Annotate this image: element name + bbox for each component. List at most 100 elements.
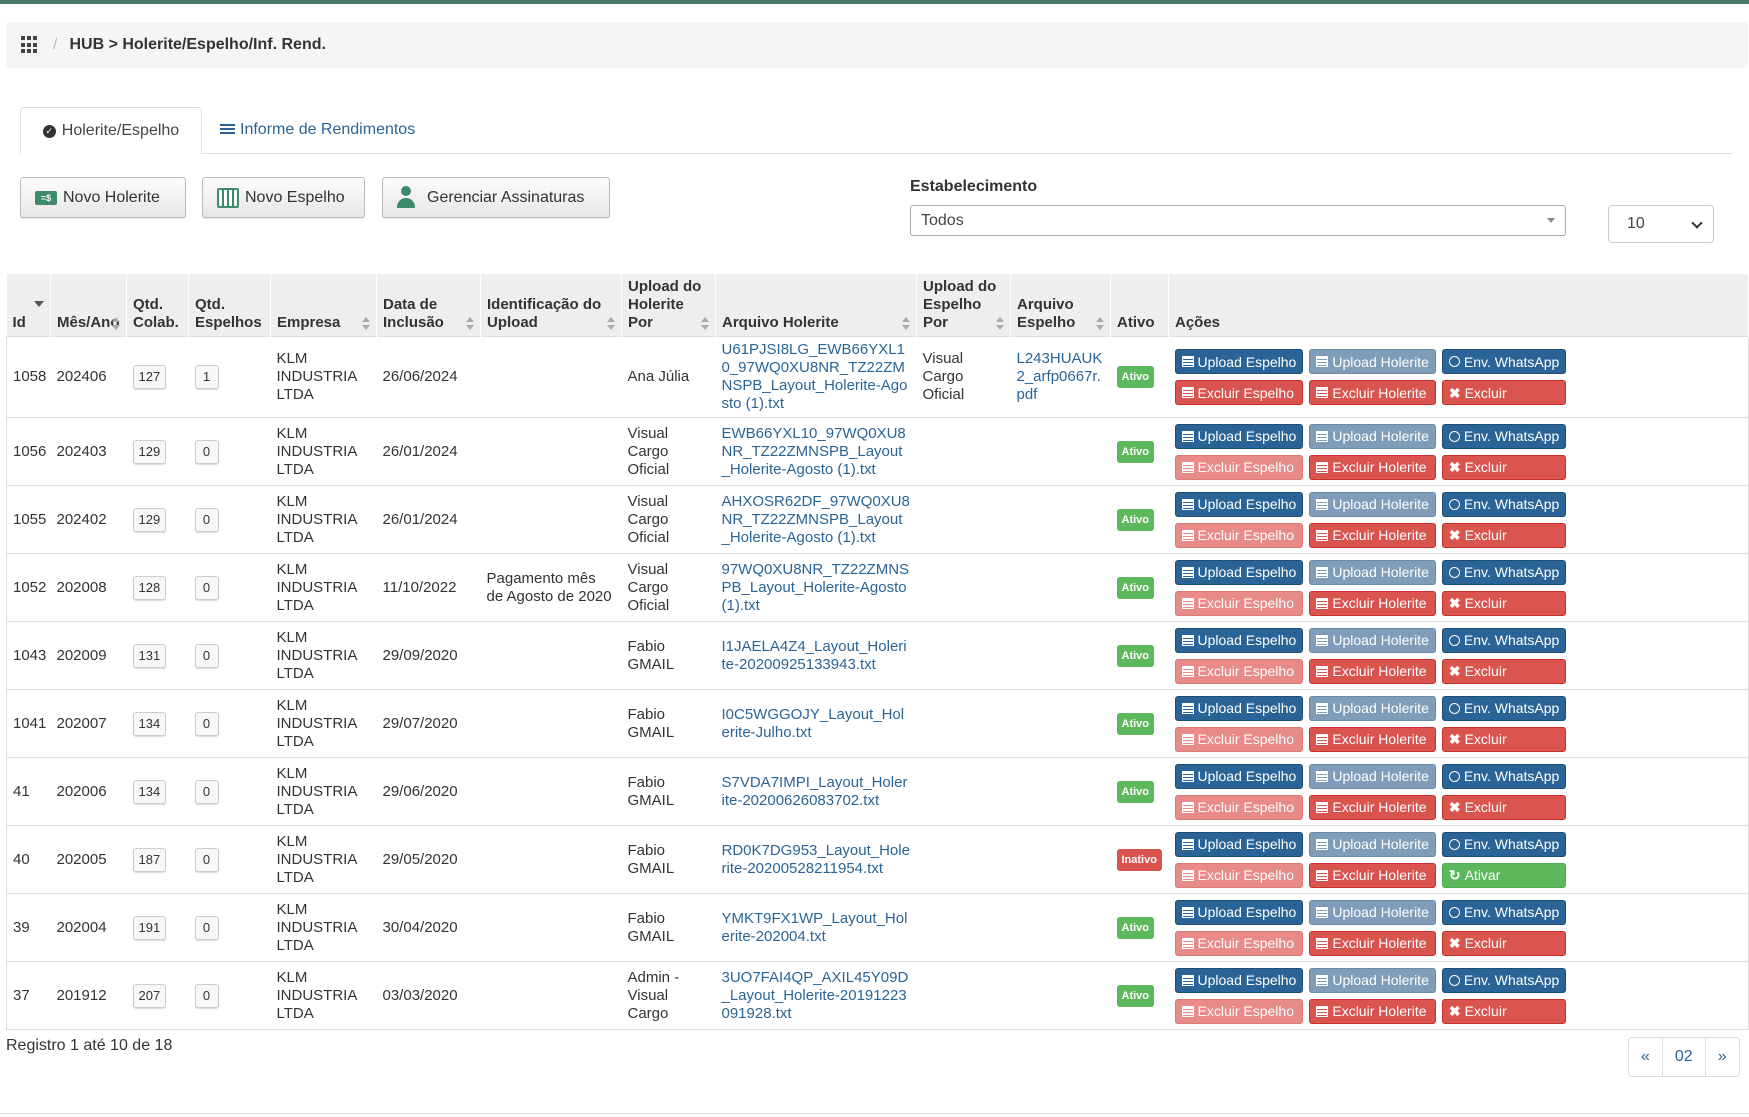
upload-espelho-button[interactable]: Upload Espelho — [1174, 695, 1304, 721]
novo-holerite-button[interactable]: =$ Novo Holerite — [20, 177, 186, 218]
env-whatsapp-button[interactable]: Env. WhatsApp — [1441, 695, 1567, 721]
excluir-espelho-button[interactable]: Excluir Espelho — [1174, 590, 1304, 616]
excluir-espelho-button[interactable]: Excluir Espelho — [1174, 454, 1304, 480]
excluir-button[interactable]: ✖ Excluir — [1441, 590, 1567, 616]
arquivo-holerite-link[interactable]: I1JAELA4Z4_Layout_Holerite-2020092513394… — [721, 637, 907, 673]
qtd-colab-badge[interactable]: 128 — [132, 575, 167, 600]
excluir-holerite-button[interactable]: Excluir Holerite — [1309, 862, 1436, 888]
upload-espelho-button[interactable]: Upload Espelho — [1174, 349, 1304, 374]
env-whatsapp-button[interactable]: Env. WhatsApp — [1441, 627, 1567, 653]
upload-holerite-button[interactable]: Upload Holerite — [1309, 967, 1436, 993]
tab-holerite-espelho[interactable]: ✓ Holerite/Espelho — [20, 107, 202, 155]
novo-espelho-button[interactable]: Novo Espelho — [202, 177, 365, 218]
upload-espelho-button[interactable]: Upload Espelho — [1174, 967, 1304, 993]
arquivo-espelho-link[interactable]: L243HUAUK2_arfp0667r.pdf — [1016, 350, 1103, 403]
qtd-colab-badge[interactable]: 187 — [132, 847, 167, 872]
excluir-espelho-button[interactable]: Excluir Espelho — [1174, 998, 1304, 1024]
upload-holerite-button[interactable]: Upload Holerite — [1309, 831, 1436, 857]
col-data-inclusao[interactable]: Data de Inclusão — [376, 274, 481, 337]
qtd-colab-badge[interactable]: 127 — [132, 365, 167, 389]
col-identificacao[interactable]: Identificação do Upload — [480, 274, 622, 337]
col-qtd-colab[interactable]: Qtd. Colab. — [126, 274, 189, 337]
qtd-espelhos-badge[interactable]: 0 — [194, 983, 219, 1008]
excluir-button[interactable]: ✖ Excluir — [1441, 726, 1567, 752]
col-id[interactable]: Id — [6, 274, 51, 337]
arquivo-holerite-link[interactable]: AHXOSR62DF_97WQ0XU8NR_TZ22ZMNSPB_Layout_… — [721, 492, 910, 546]
qtd-colab-badge[interactable]: 134 — [132, 779, 167, 804]
excluir-button[interactable]: ✖ Excluir — [1441, 658, 1567, 684]
arquivo-holerite-link[interactable]: S7VDA7IMPI_Layout_Holerite-2020062608370… — [721, 773, 908, 809]
qtd-colab-badge[interactable]: 131 — [132, 643, 167, 668]
excluir-holerite-button[interactable]: Excluir Holerite — [1309, 930, 1436, 956]
env-whatsapp-button[interactable]: Env. WhatsApp — [1441, 831, 1567, 857]
upload-holerite-button[interactable]: Upload Holerite — [1309, 491, 1436, 517]
excluir-holerite-button[interactable]: Excluir Holerite — [1309, 380, 1436, 405]
col-ativo[interactable]: Ativo — [1110, 274, 1169, 337]
arquivo-holerite-link[interactable]: U61PJSI8LG_EWB66YXL10_97WQ0XU8NR_TZ22ZMN… — [721, 341, 908, 412]
col-qtd-espelhos[interactable]: Qtd. Espelhos — [188, 274, 271, 337]
env-whatsapp-button[interactable]: Env. WhatsApp — [1441, 559, 1567, 585]
excluir-holerite-button[interactable]: Excluir Holerite — [1309, 522, 1436, 548]
env-whatsapp-button[interactable]: Env. WhatsApp — [1441, 763, 1567, 789]
qtd-colab-badge[interactable]: 191 — [132, 915, 167, 940]
estabelecimento-select[interactable]: Todos — [910, 205, 1566, 236]
excluir-holerite-button[interactable]: Excluir Holerite — [1309, 658, 1436, 684]
qtd-espelhos-badge[interactable]: 0 — [194, 507, 219, 532]
excluir-button[interactable]: ✖ Excluir — [1441, 794, 1567, 820]
pagination-next[interactable]: » — [1704, 1038, 1739, 1076]
ativar-button[interactable]: ↻ Ativar — [1441, 862, 1567, 888]
excluir-holerite-button[interactable]: Excluir Holerite — [1309, 454, 1436, 480]
col-arquivo-espelho[interactable]: Arquivo Espelho — [1010, 274, 1111, 337]
qtd-colab-badge[interactable]: 207 — [132, 983, 167, 1008]
excluir-holerite-button[interactable]: Excluir Holerite — [1309, 998, 1436, 1024]
excluir-espelho-button[interactable]: Excluir Espelho — [1174, 726, 1304, 752]
col-empresa[interactable]: Empresa — [270, 274, 377, 337]
page-size-select[interactable]: 10 — [1608, 205, 1714, 243]
upload-holerite-button[interactable]: Upload Holerite — [1309, 627, 1436, 653]
upload-espelho-button[interactable]: Upload Espelho — [1174, 831, 1304, 857]
upload-holerite-button[interactable]: Upload Holerite — [1309, 763, 1436, 789]
col-upload-holerite-por[interactable]: Upload do Holerite Por — [621, 274, 716, 337]
qtd-espelhos-badge[interactable]: 1 — [194, 365, 219, 389]
pagination-page[interactable]: 02 — [1661, 1038, 1705, 1076]
env-whatsapp-button[interactable]: Env. WhatsApp — [1441, 423, 1567, 449]
arquivo-holerite-link[interactable]: YMKT9FX1WP_Layout_Holerite-202004.txt — [721, 909, 908, 945]
env-whatsapp-button[interactable]: Env. WhatsApp — [1441, 349, 1567, 374]
env-whatsapp-button[interactable]: Env. WhatsApp — [1441, 967, 1567, 993]
upload-espelho-button[interactable]: Upload Espelho — [1174, 763, 1304, 789]
excluir-espelho-button[interactable]: Excluir Espelho — [1174, 380, 1304, 405]
qtd-espelhos-badge[interactable]: 0 — [194, 575, 219, 600]
arquivo-holerite-link[interactable]: 97WQ0XU8NR_TZ22ZMNSPB_Layout_Holerite-Ag… — [721, 560, 910, 614]
qtd-espelhos-badge[interactable]: 0 — [194, 915, 219, 940]
arquivo-holerite-link[interactable]: I0C5WGGOJY_Layout_Holerite-Julho.txt — [721, 705, 905, 741]
excluir-holerite-button[interactable]: Excluir Holerite — [1309, 726, 1436, 752]
excluir-button[interactable]: ✖ Excluir — [1441, 380, 1567, 405]
upload-holerite-button[interactable]: Upload Holerite — [1309, 423, 1436, 449]
upload-espelho-button[interactable]: Upload Espelho — [1174, 559, 1304, 585]
env-whatsapp-button[interactable]: Env. WhatsApp — [1441, 899, 1567, 925]
upload-espelho-button[interactable]: Upload Espelho — [1174, 627, 1304, 653]
qtd-espelhos-badge[interactable]: 0 — [194, 643, 219, 668]
env-whatsapp-button[interactable]: Env. WhatsApp — [1441, 491, 1567, 517]
qtd-colab-badge[interactable]: 129 — [132, 439, 167, 464]
excluir-espelho-button[interactable]: Excluir Espelho — [1174, 522, 1304, 548]
qtd-colab-badge[interactable]: 129 — [132, 507, 167, 532]
col-upload-espelho-por[interactable]: Upload do Espelho Por — [916, 274, 1011, 337]
upload-holerite-button[interactable]: Upload Holerite — [1309, 559, 1436, 585]
upload-holerite-button[interactable]: Upload Holerite — [1309, 695, 1436, 721]
tab-informe-rendimentos[interactable]: Informe de Rendimentos — [220, 107, 415, 153]
qtd-espelhos-badge[interactable]: 0 — [194, 711, 219, 736]
col-arquivo-holerite[interactable]: Arquivo Holerite — [715, 274, 917, 337]
excluir-espelho-button[interactable]: Excluir Espelho — [1174, 794, 1304, 820]
col-mes-ano[interactable]: Mês/Ano — [50, 274, 127, 337]
excluir-button[interactable]: ✖ Excluir — [1441, 454, 1567, 480]
qtd-espelhos-badge[interactable]: 0 — [194, 439, 219, 464]
upload-espelho-button[interactable]: Upload Espelho — [1174, 899, 1304, 925]
qtd-espelhos-badge[interactable]: 0 — [194, 779, 219, 804]
upload-holerite-button[interactable]: Upload Holerite — [1309, 349, 1436, 374]
upload-espelho-button[interactable]: Upload Espelho — [1174, 491, 1304, 517]
arquivo-holerite-link[interactable]: EWB66YXL10_97WQ0XU8NR_TZ22ZMNSPB_Layout_… — [721, 424, 906, 478]
excluir-button[interactable]: ✖ Excluir — [1441, 930, 1567, 956]
excluir-holerite-button[interactable]: Excluir Holerite — [1309, 794, 1436, 820]
excluir-holerite-button[interactable]: Excluir Holerite — [1309, 590, 1436, 616]
